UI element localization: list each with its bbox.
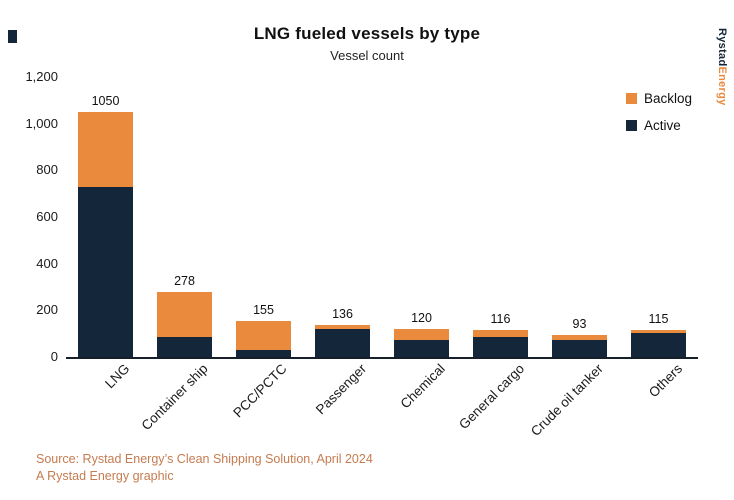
x-axis-label: Container ship [138,361,212,434]
bar-column: 115 [619,77,698,357]
x-axis-label: Passenger [312,361,370,418]
bar-column: 1050 [66,77,145,357]
x-axis-cell: Others [619,357,698,449]
bar-segment-backlog [236,320,291,350]
x-axis-labels-row: LNG Container ship PCC/PCTC Passenger Chemic… [66,357,698,449]
y-axis-tick: 400 [36,255,58,271]
bar-segment-active [473,337,528,357]
bar-column: 93 [540,77,619,357]
y-axis-tick: 1,200 [25,69,58,84]
bar-segment-active [552,339,607,357]
y-axis: 0 200 400 600 800 1,000 1,200 [16,69,66,364]
bar-segment-backlog [157,292,212,338]
bar-value-label: 278 [174,274,195,289]
bar-segment-backlog [315,325,370,329]
bar-column: 120 [382,77,461,357]
y-axis-tick: 200 [36,302,58,318]
x-axis-cell: General cargo [456,357,540,449]
x-axis-label: PCC/PCTC [230,361,291,421]
bar-column: 278 [145,77,224,357]
bar-value-label: 115 [648,312,669,327]
x-axis-label: Chemical [397,361,449,412]
bar-segment-backlog [552,335,607,340]
bar-segment-active [78,186,133,357]
source-note: Source: Rystad Energy’s Clean Shipping S… [36,451,734,485]
y-axis-tick: 800 [36,162,58,178]
x-axis-cell: Container ship [139,357,224,449]
bar-column: 155 [224,77,303,357]
brand-energy: Energy [716,66,728,106]
x-axis-cell: Chemical [382,357,461,449]
source-line1: Source: Rystad Energy’s Clean Shipping S… [36,452,373,466]
plot-area: Backlog Active 1050 278 155 136 120 116 93 115 [66,77,698,359]
chart-area: 0 200 400 600 800 1,000 1,200 Backlog Active 1… [16,69,698,364]
x-axis-cell: Passenger [303,357,382,449]
legend: Backlog Active [625,91,692,133]
x-axis-label: Others [645,361,686,401]
bar-segment-backlog [631,330,686,333]
bar-segment-active [236,350,291,357]
source-line2: A Rystad Energy graphic [36,468,174,483]
bar-segment-active [631,332,686,357]
brand-rystad: Rystad [716,28,728,67]
y-axis-tick: 1,000 [25,115,58,131]
bar-value-label: 93 [572,317,587,332]
bar-segment-active [157,337,212,357]
legend-label-active: Active [643,118,681,133]
bar-value-label: 116 [490,311,511,326]
bar-column: 116 [461,77,540,357]
bar-segment-backlog [78,112,133,187]
x-axis-label: Crude oil tanker [528,361,607,440]
bar-segment-backlog [394,329,449,340]
bar-segment-active [315,329,370,357]
legend-item-active: Active [625,118,692,133]
legend-swatch-active [625,120,637,131]
chart-title: LNG fueled vessels by type [253,24,481,43]
x-axis-cell: Crude oil tanker [528,357,619,449]
bar-segment-active [394,339,449,357]
y-axis-tick: 0 [50,349,58,364]
bar-segment-backlog [473,329,528,338]
corner-mark [8,30,17,43]
legend-swatch-backlog [625,93,637,104]
y-axis-tick: 600 [36,209,58,224]
x-axis-cell: LNG [66,357,145,449]
bar-value-label: 120 [411,311,432,325]
chart-subtitle: Vessel count [330,48,404,63]
x-axis-label: General cargo [455,361,528,433]
x-axis-label: LNG [101,361,133,392]
bar-value-label: 136 [332,307,353,322]
bar-column: 136 [303,77,382,357]
x-axis-cell: PCC/PCTC [224,357,303,449]
bar-value-label: 155 [253,302,274,317]
rystad-energy-logo: RystadEnergy [716,28,728,106]
legend-item-backlog: Backlog [625,91,692,106]
bar-value-label: 1050 [91,94,120,109]
legend-label-backlog: Backlog [643,91,692,106]
